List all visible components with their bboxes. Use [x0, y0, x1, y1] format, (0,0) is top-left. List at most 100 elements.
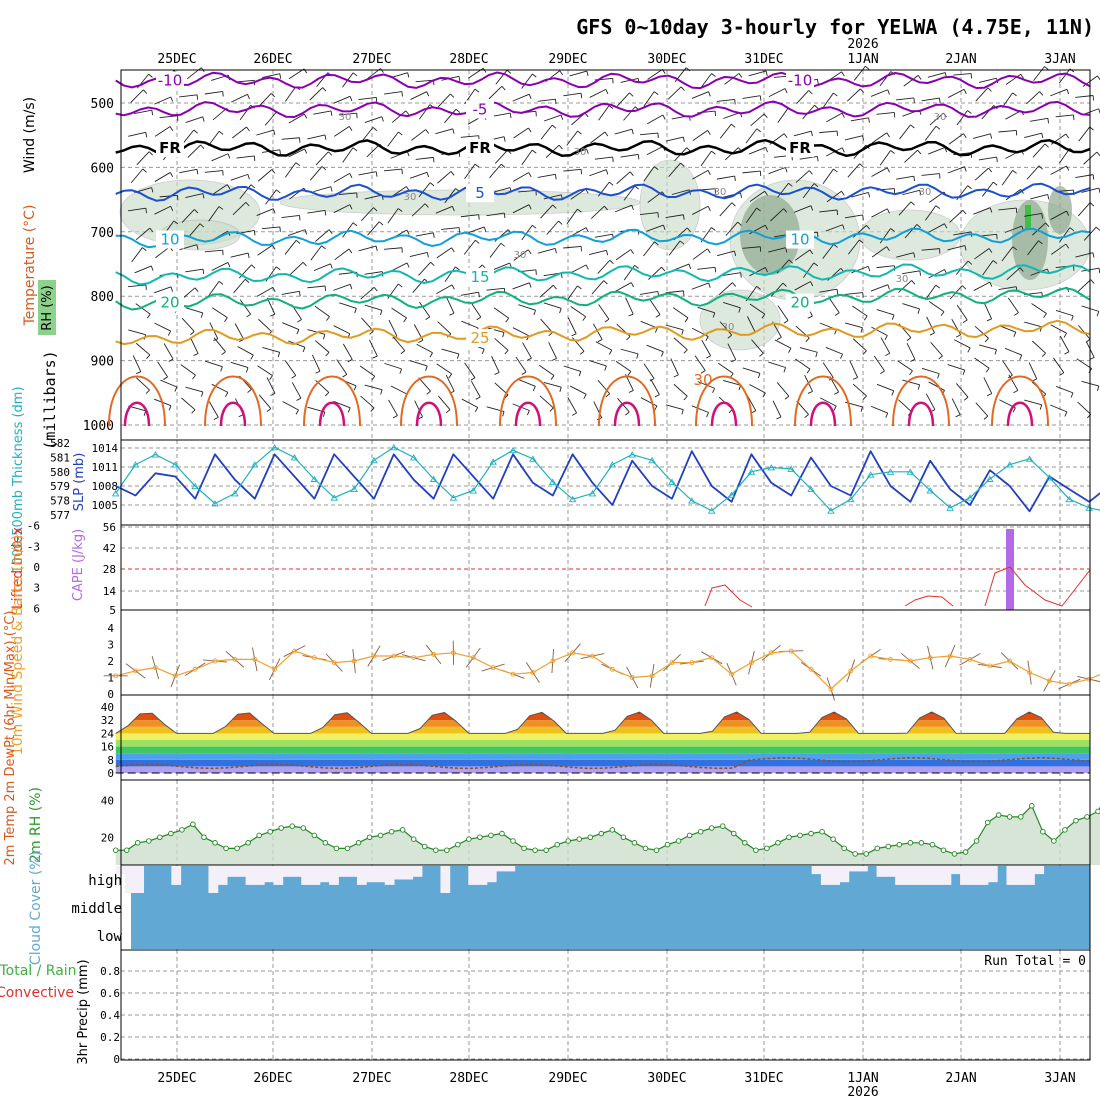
wind-barb — [233, 278, 246, 294]
tick-label-thickness: 580 — [50, 466, 70, 479]
wind-barb-flag — [808, 170, 813, 175]
wind-speed-marker — [192, 666, 198, 672]
wind-barb — [181, 317, 195, 332]
wind-barb-flag — [935, 205, 941, 210]
wind-barb — [436, 363, 452, 375]
wind-barb — [539, 395, 554, 409]
wind-barb — [135, 303, 151, 315]
wind-barb-flag — [732, 282, 737, 287]
rh-marker — [399, 827, 406, 833]
wind-barb-flag — [509, 112, 512, 119]
wind-barb — [849, 360, 859, 378]
wind-barb — [460, 135, 479, 138]
wind-barb — [880, 337, 891, 354]
wind-barb — [665, 324, 684, 331]
isotherm-30-loop — [400, 375, 458, 427]
cloud-high-gap — [254, 866, 265, 885]
thickness-marker — [191, 482, 199, 490]
wind-barb-flag — [764, 224, 768, 230]
rh-shading — [859, 209, 961, 261]
tick-label-top-date: 2JAN — [945, 52, 976, 67]
wind-barb — [691, 405, 709, 413]
wind-barb — [522, 342, 532, 359]
wind-barb — [819, 397, 837, 407]
cloud-high-gap — [301, 866, 312, 885]
wind-barb — [358, 171, 377, 176]
wind-barb — [563, 365, 581, 372]
wind-barb — [697, 306, 715, 314]
wind-barb-flag — [996, 157, 998, 163]
thickness-marker — [250, 461, 259, 468]
wind-barb-flag — [708, 282, 711, 288]
wind-barb-flag — [380, 389, 383, 395]
wind-barb — [409, 171, 428, 179]
wind-barb-flag — [988, 167, 993, 173]
wind-barb — [822, 92, 834, 109]
wind-barb-flag — [425, 365, 428, 371]
wind-barb — [1007, 297, 1019, 313]
wind-barb — [358, 245, 377, 252]
wind-speed-marker — [252, 656, 258, 662]
wind-barb-flag — [475, 396, 481, 400]
wind-barb-flag — [859, 163, 864, 168]
wind-barb-flag — [450, 93, 455, 98]
wind-barb — [282, 322, 300, 331]
wind-barb-flag — [634, 265, 639, 269]
wind-barb — [266, 377, 276, 394]
wind-barb — [437, 171, 452, 184]
wind-barb — [461, 320, 479, 329]
wind-barb-flag — [868, 192, 871, 198]
wind-barb-flag — [250, 184, 256, 189]
rh-marker — [488, 832, 494, 839]
wind-barb-flag — [295, 162, 301, 167]
wind-barb — [570, 227, 587, 237]
wind-barb-flag — [784, 88, 788, 94]
wind-barb — [338, 192, 357, 195]
tick-label-bottom-date: 30DEC — [647, 1071, 686, 1086]
rh-marker — [477, 834, 483, 841]
wind-speed-marker — [709, 655, 715, 661]
wind-barb — [313, 263, 331, 272]
wind-speed-marker — [967, 656, 973, 662]
wind-barb-flag — [983, 415, 989, 420]
wind-barb — [777, 107, 789, 123]
wind-barb — [947, 245, 966, 251]
isotherm-35-loop — [907, 401, 935, 427]
wind-barb — [749, 267, 766, 277]
wind-barb — [185, 193, 204, 198]
wind-barb-flag — [1041, 133, 1044, 139]
rh-marker — [1018, 814, 1024, 820]
rh-marker — [366, 834, 373, 841]
wind-barb — [929, 112, 944, 126]
wind-barb — [204, 170, 223, 173]
wind-barb — [897, 360, 913, 372]
wind-barb — [719, 123, 732, 139]
wind-barb — [157, 361, 168, 378]
tick-label-wind: 2 — [107, 655, 114, 668]
wind-barb — [211, 262, 229, 271]
wind-barb — [772, 400, 782, 418]
wind-barb-flag — [740, 272, 742, 278]
wind-barb — [208, 206, 220, 222]
wind-barb-flag — [455, 266, 460, 271]
wind-barb — [648, 266, 662, 280]
wind-barb — [155, 246, 171, 259]
wind-barb-flag — [424, 203, 429, 208]
rh-marker — [841, 845, 847, 852]
tick-label-bottom-date: 1JAN — [847, 1071, 878, 1086]
wind-speed-marker — [1027, 670, 1033, 675]
cloud-high-gap — [217, 866, 228, 885]
wind-barb — [852, 338, 867, 352]
rh-marker — [289, 823, 296, 829]
wind-barb-flag — [170, 206, 174, 212]
wind-barb — [828, 297, 840, 314]
wind-barb-flag — [910, 124, 915, 129]
wind-barb — [1050, 243, 1067, 255]
wind-barb — [569, 264, 587, 274]
isotherm-line — [115, 263, 1091, 286]
wind-barb-flag — [247, 389, 252, 393]
tick-label-rh: 20 — [101, 831, 114, 844]
wind-barb-flag — [810, 281, 814, 287]
wind-barb — [594, 156, 613, 160]
wind-barb-flag — [884, 335, 888, 341]
